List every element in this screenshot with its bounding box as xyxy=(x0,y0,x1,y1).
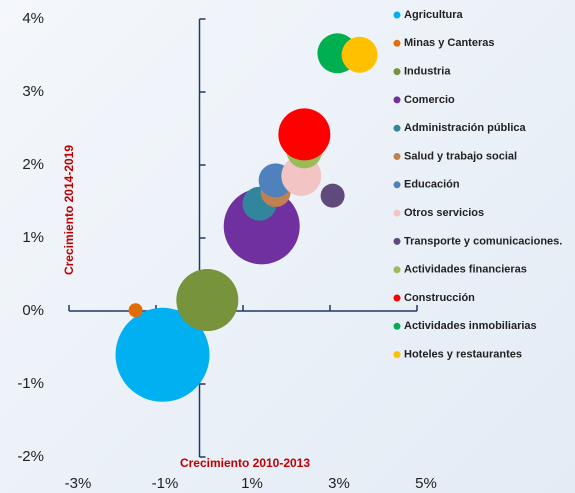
y-tick-label: -1% xyxy=(17,375,44,392)
legend-label: Minas y Canteras xyxy=(404,37,494,49)
legend-label: Salud y trabajo social xyxy=(404,150,517,162)
legend-marker xyxy=(393,153,401,160)
legend-label: Otros servicios xyxy=(404,207,484,219)
y-tick-label: 0% xyxy=(22,302,44,319)
bubble xyxy=(128,303,143,318)
x-tick-label: -1% xyxy=(152,475,179,492)
legend-marker xyxy=(393,209,401,217)
x-tick-label: 1% xyxy=(241,475,263,492)
legend-label: Transporte y comunicaciones. xyxy=(404,235,562,247)
x-tick-label: 5% xyxy=(415,475,437,492)
legend-marker xyxy=(393,124,401,132)
bubble xyxy=(320,183,345,208)
legend-marker xyxy=(393,266,401,274)
y-tick-label: -2% xyxy=(17,448,44,465)
y-tick-label: 3% xyxy=(22,83,44,100)
legend-marker xyxy=(393,68,401,76)
legend-marker xyxy=(393,11,401,19)
bubble xyxy=(341,36,378,73)
legend-marker xyxy=(393,351,401,359)
legend-marker xyxy=(393,322,401,330)
legend-marker xyxy=(393,39,401,47)
legend-label: Educación xyxy=(404,179,460,191)
y-axis-label: Crecimiento 2014-2019 xyxy=(62,145,76,275)
legend-label: Comercio xyxy=(404,94,455,106)
legend-label: Agricultura xyxy=(404,9,464,21)
x-tick-label: -3% xyxy=(65,475,92,492)
legend-label: Actividades financieras xyxy=(404,264,527,276)
legend-marker xyxy=(393,181,401,189)
legend-marker xyxy=(393,96,401,104)
bubble xyxy=(115,307,210,402)
legend-label: Construcción xyxy=(404,292,475,304)
y-tick-label: 4% xyxy=(22,10,44,27)
bubble xyxy=(278,108,331,161)
legend-marker xyxy=(393,294,401,302)
legend-label: Administración pública xyxy=(404,122,527,134)
x-axis-label: Crecimiento 2010-2013 xyxy=(180,456,310,470)
legend-marker xyxy=(393,237,401,245)
x-tick-label: 3% xyxy=(328,475,350,492)
bubble xyxy=(223,188,300,265)
legend-label: Hoteles y restaurantes xyxy=(404,349,522,361)
bubble xyxy=(176,269,239,332)
legend-label: Actividades inmobiliarias xyxy=(404,320,537,332)
y-tick-label: 2% xyxy=(22,156,44,173)
y-tick-label: 1% xyxy=(22,229,44,246)
legend-label: Industria xyxy=(404,66,451,78)
